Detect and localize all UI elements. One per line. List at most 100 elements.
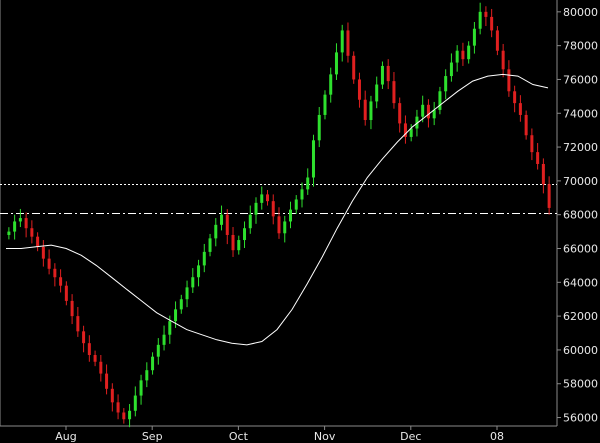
candle	[248, 205, 252, 234]
candle-body	[311, 140, 315, 178]
candle	[530, 128, 534, 161]
candle	[484, 6, 488, 27]
candle	[162, 325, 166, 351]
candle	[317, 107, 321, 148]
candle	[421, 95, 425, 123]
y-tick-label: 76000	[563, 73, 598, 86]
candle-body	[36, 236, 40, 247]
candle-body	[174, 309, 178, 322]
candle	[363, 90, 367, 126]
candle-body	[467, 45, 471, 60]
candle-body	[110, 388, 114, 403]
y-tick-label: 60000	[563, 344, 598, 357]
candle	[82, 325, 86, 353]
candle	[449, 53, 453, 82]
candle-body	[225, 214, 229, 235]
candle	[260, 186, 264, 210]
candle-body	[179, 299, 183, 310]
candle-body	[116, 402, 120, 413]
candle	[47, 249, 51, 275]
candle-body	[30, 228, 34, 237]
y-tick-label: 62000	[563, 310, 598, 323]
candle-body	[271, 201, 275, 217]
candle-body	[168, 321, 172, 335]
candle-body	[363, 99, 367, 121]
candle-body	[197, 265, 201, 278]
candle-series	[7, 2, 551, 428]
x-tick-label: Nov	[314, 430, 336, 443]
candle	[403, 115, 407, 144]
candle	[202, 243, 206, 273]
moving-average-line	[6, 73, 549, 346]
y-tick-label: 70000	[563, 175, 598, 188]
candle	[64, 281, 68, 306]
candle	[472, 21, 476, 54]
candle	[110, 383, 114, 412]
candle	[300, 182, 304, 208]
candle	[139, 374, 143, 405]
candle	[352, 51, 356, 84]
candle	[24, 212, 28, 238]
candle-body	[541, 163, 545, 185]
y-tick-label: 58000	[563, 378, 598, 391]
candle	[323, 90, 327, 120]
candle	[536, 143, 540, 170]
candle-body	[426, 104, 430, 119]
candle	[128, 404, 132, 428]
candle-body	[455, 50, 459, 63]
candle-body	[501, 50, 505, 70]
candle	[214, 218, 218, 247]
y-tick-label: 64000	[563, 276, 598, 289]
candle-body	[76, 316, 80, 332]
candle	[357, 72, 361, 108]
candle-body	[202, 251, 206, 266]
candle-body	[214, 224, 218, 239]
candle-body	[386, 65, 390, 82]
candle-body	[398, 103, 402, 124]
candle-body	[547, 184, 551, 208]
candle-body	[518, 103, 522, 115]
candle	[438, 86, 442, 115]
candle-body	[444, 76, 448, 92]
candle-body	[478, 11, 482, 29]
candle	[105, 364, 109, 395]
candle	[501, 43, 505, 78]
candle-body	[346, 30, 350, 56]
candle-body	[133, 395, 137, 411]
candle-body	[375, 84, 379, 102]
candle-body	[191, 277, 195, 288]
candle-body	[237, 240, 241, 251]
candle-body	[352, 55, 356, 80]
candle-body	[70, 300, 74, 317]
candle	[518, 95, 522, 122]
candle	[392, 72, 396, 109]
candle-body	[495, 30, 499, 51]
candle	[380, 61, 384, 89]
candle-body	[93, 355, 97, 362]
candle-body	[162, 334, 166, 345]
candle-body	[122, 412, 126, 420]
candle	[133, 386, 137, 417]
candle	[36, 232, 40, 252]
moving-average-layer	[6, 73, 549, 346]
candle-body	[231, 234, 235, 251]
candle-body	[415, 116, 419, 129]
candle	[156, 338, 160, 365]
y-tick-label: 72000	[563, 141, 598, 154]
candle-body	[7, 231, 11, 235]
candle	[87, 335, 91, 362]
candle	[122, 408, 126, 424]
candle-body	[128, 410, 132, 420]
candle-body	[87, 343, 91, 355]
candle	[59, 269, 63, 293]
candle	[53, 263, 57, 287]
candle	[243, 221, 247, 248]
y-tick-label: 80000	[563, 6, 598, 19]
candle	[116, 394, 120, 420]
candle	[513, 85, 517, 113]
candle-body	[151, 356, 155, 371]
candle-body	[266, 194, 270, 202]
candle-body	[432, 109, 436, 119]
candle	[346, 22, 350, 63]
candle	[455, 45, 459, 72]
